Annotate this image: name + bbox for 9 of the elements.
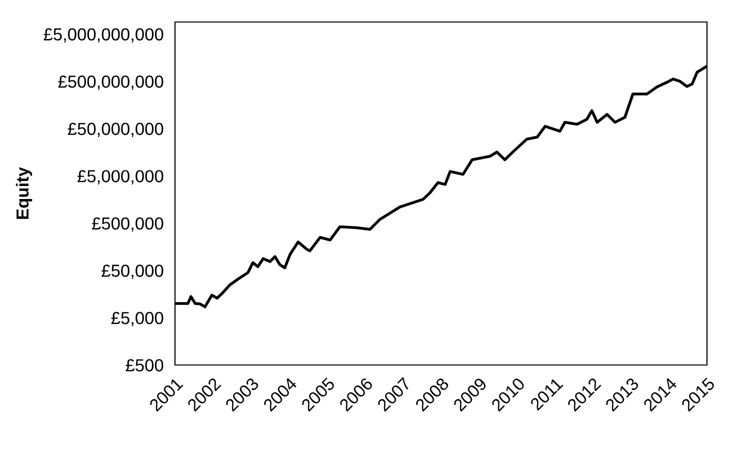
y-tick-label: £500,000,000 <box>58 76 164 90</box>
y-axis-title: Equity <box>16 167 32 219</box>
y-tick-label: £5,000,000,000 <box>44 28 164 43</box>
y-tick-label: £5,000,000 <box>78 170 164 184</box>
y-tick-label: £500,000 <box>92 217 164 232</box>
y-tick-label: £5,000 <box>111 312 164 326</box>
y-tick-label: £500 <box>126 359 164 372</box>
y-tick-label: £50,000 <box>102 264 164 279</box>
y-tick-label: £50,000,000 <box>68 122 164 138</box>
